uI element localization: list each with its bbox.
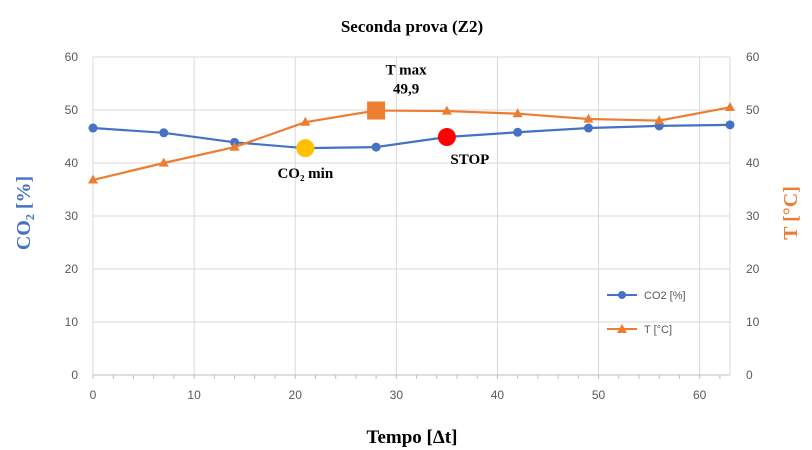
legend-marker [618,291,626,299]
axes: 0 10 20 30 40 50 60 0 10 20 30 40 50 60 0 10 20 30 40 50 60 [65,50,760,402]
data-point [583,113,594,123]
annotations: CO₂ min T max 49,9 STOP [277,63,489,183]
x-tick-label: 50 [592,388,606,402]
data-point [512,108,523,118]
y-tick-label-left: 50 [65,103,79,117]
y-tick-label-left: 20 [65,262,79,276]
x-tick-label: 60 [693,388,707,402]
x-tick-label: 20 [289,388,303,402]
data-point [725,120,735,130]
legend-label: CO2 [%] [644,290,686,302]
annotation-label: CO₂ min [277,166,333,182]
y-tick-label-left: 60 [65,50,79,64]
x-tick-label: 30 [390,388,404,402]
annotation-marker-circle [437,128,456,147]
data-point [441,105,452,115]
data-point [513,127,523,137]
y-tick-label-right: 60 [746,50,760,64]
data-point [88,123,98,133]
x-tick-label: 0 [90,388,97,402]
y-tick-label-left: 40 [65,156,79,170]
legend-label: T [°C] [644,324,672,336]
y-tick-label-right: 50 [746,103,760,117]
x-axis-label: Tempo [Δt] [367,427,458,448]
data-point [229,141,240,151]
y-tick-label-left: 0 [71,368,78,382]
data-point [88,174,98,184]
annotation-marker-square [367,101,386,120]
series-line [92,123,731,150]
annotation-value: 49,9 [393,82,419,98]
data-point [583,123,593,133]
x-tick-label: 40 [491,388,505,402]
series [88,101,735,184]
y-tick-label-right: 0 [746,368,753,382]
series-line [92,106,731,182]
y-axis-label-right: T [°C] [780,186,802,240]
legend-marker [617,324,627,333]
data-point [300,116,311,126]
data-point [159,128,169,138]
annotation-label: STOP [450,152,489,168]
y-tick-label-right: 10 [746,315,760,329]
data-point [654,115,665,125]
legend: CO2 [%] T [°C] [607,290,686,336]
data-point [158,157,169,167]
data-point [725,101,735,111]
y-axis-label-left: CO₂ [%] [13,176,35,250]
y-tick-label-right: 20 [746,262,760,276]
grid [92,56,731,376]
y-tick-label-left: 30 [65,209,79,223]
y-tick-label-right: 30 [746,209,760,223]
x-tick-label: 10 [187,388,201,402]
chart-title: Seconda prova (Z2) [341,17,483,36]
y-tick-label-left: 10 [65,315,79,329]
data-point [371,142,381,152]
y-tick-label-right: 40 [746,156,760,170]
annotation-label: T max [386,63,427,79]
annotation-marker-circle [296,139,315,158]
